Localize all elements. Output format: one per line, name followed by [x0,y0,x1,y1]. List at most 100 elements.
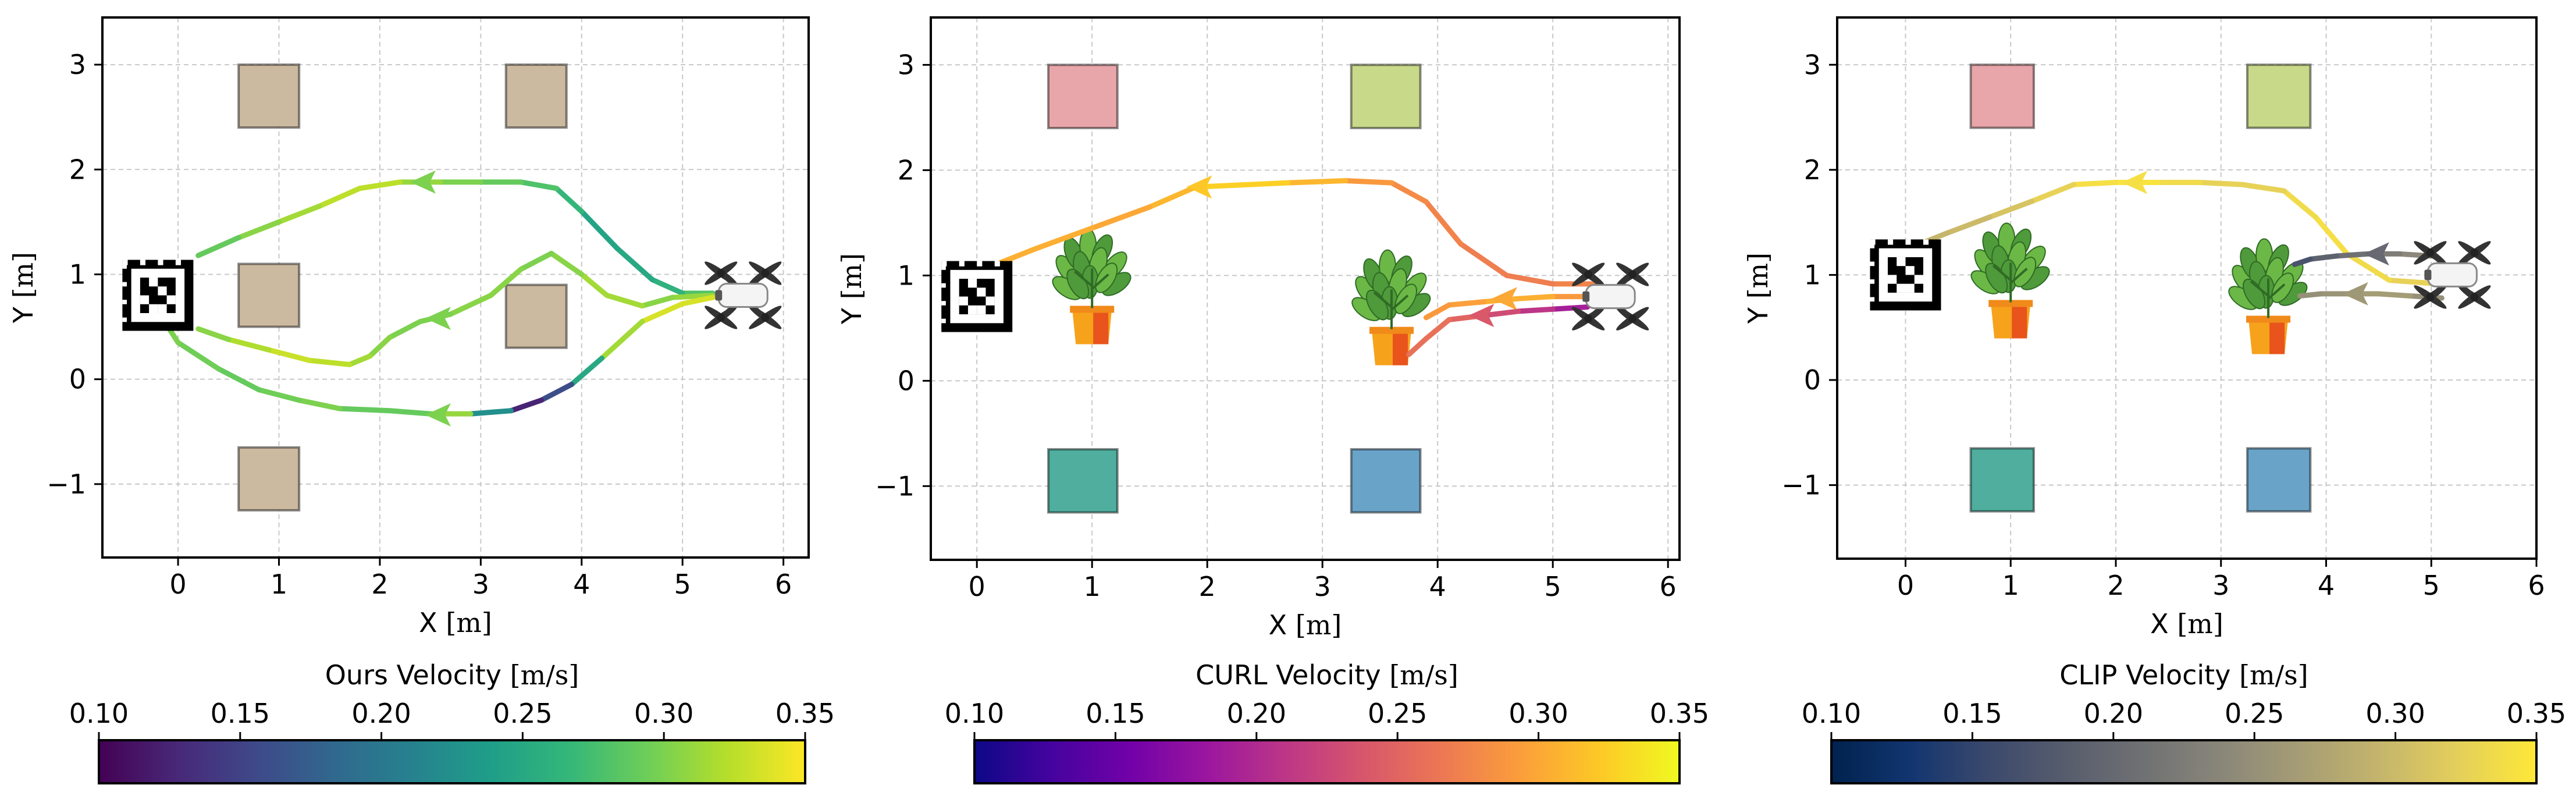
obstacle-box [504,283,568,349]
trajectory-segment [579,271,610,299]
aruco-marker [122,260,194,331]
direction-arrow [425,307,451,331]
trajectory-segment [679,294,716,307]
grid [1837,17,2537,559]
trajectory-segment [215,366,262,393]
trajectory-segment [604,293,645,309]
trajectory-segment [508,397,544,414]
colorbar-tick-label: 0.15 [1086,698,1145,729]
x-axis-label: X [m] [419,607,492,638]
y-tick-label: 3 [69,49,86,80]
trajectory-segment [518,250,554,272]
potted-plant-icon [1052,228,1132,345]
trajectory-segment [518,179,559,191]
x-tick-label: 6 [1660,571,1677,602]
plot-frame [1836,16,2538,560]
trajectory-segment [256,387,302,403]
y-axis-label: Y [m] [836,253,867,325]
obstacle-box [1969,63,2036,129]
x-tick-label: 3 [1314,571,1331,602]
trajectory-segment [367,335,393,359]
trajectory-segment [236,219,282,240]
ticks: 0 1 2 3 4 5 6 −1 0 1 2 3 [1781,49,2545,601]
obstacles [1047,63,1422,514]
x-axis-label: X [m] [1269,609,1342,641]
panel-2: 0 1 2 3 4 5 6 −1 0 1 2 3 X [m] Y [m] CURL Velocity … [836,16,1709,784]
trajectory-segment [639,294,675,309]
x-tick-label: 0 [1897,570,1914,601]
trajectory-segment [316,186,362,209]
trajectory-segment [579,208,620,251]
trajectory-segment [1515,294,1556,301]
trajectory-segment [1550,304,1591,312]
trajectory-segment [997,246,1037,266]
obstacles [1969,63,2312,513]
ticks: 0 1 2 3 4 5 6 −1 0 1 2 3 [875,49,1677,602]
x-tick-label: 5 [2423,570,2440,601]
x-tick-label: 4 [1429,571,1446,602]
x-tick-label: 6 [2528,570,2545,601]
trajectory-segment [1423,302,1452,321]
ticks: 0 1 2 3 4 5 6 −1 0 1 2 3 [47,49,792,600]
trajectory-segment [538,382,574,403]
drone-icon [705,261,782,329]
trajectory-segment [1504,272,1556,287]
trajectory-segment [2292,256,2313,267]
x-tick-label: 3 [472,569,489,600]
colorbar-tick-label: 0.25 [1368,698,1427,729]
y-axis-label: Y [m] [8,252,39,324]
y-tick-label: −1 [875,470,915,502]
colorbar-tick-label: 0.20 [2084,698,2143,729]
y-tick-label: 2 [898,154,915,186]
colorbar-tick-label: 0.30 [2365,698,2425,729]
colorbar-tick-label: 0.10 [1802,698,1861,729]
x-tick-label: 6 [775,569,792,600]
obstacle-box [1969,447,2036,513]
trajectory-segment [1423,199,1464,247]
obstacles [237,63,568,512]
obstacle-box [2246,447,2312,513]
drone-icon [1572,262,1649,331]
trajectory-segment [276,203,322,225]
direction-arrow [1492,287,1517,311]
trajectory-segment [387,319,423,340]
grid [102,17,809,557]
y-axis-label: Y [m] [1742,253,1774,324]
x-tick-label: 0 [169,569,186,600]
direction-arrow [410,170,436,194]
trajectory-segment [1239,180,1291,188]
y-tick-label: −1 [1781,470,1821,501]
colorbar-label: CURL Velocity [m/s] [1196,659,1458,691]
trajectory-segment [1515,306,1556,314]
trajectory-segment [1446,299,1486,308]
trajectory-segment [2344,251,2392,283]
y-tick-label: 2 [1804,154,1821,186]
plants [1970,222,2308,354]
y-tick-label: 3 [1804,49,1821,80]
direction-arrow [2342,282,2368,306]
trajectory-segment [357,179,403,191]
direction-arrow [1468,304,1495,328]
colorbar-tick-label: 0.20 [1227,698,1286,729]
trajectory-segment [639,301,685,325]
potted-plant-icon [1970,222,2050,339]
x-tick-label: 5 [674,569,691,600]
trajectories [997,175,1602,357]
direction-arrow [2122,171,2148,194]
colorbar-tick-label: 0.25 [2225,698,2284,729]
trajectory-segment [1458,241,1510,278]
trajectory-segment [307,357,353,367]
x-tick-label: 5 [1545,571,1561,602]
trajectory-segment [2281,188,2318,220]
trajectory-segment [468,408,514,417]
trajectory-segment [1285,178,1349,186]
obstacle-box [1047,63,1119,130]
trajectory-segment [599,319,645,361]
y-tick-label: 1 [69,258,86,290]
x-tick-label: 4 [573,569,590,600]
colorbar-tick-label: 0.35 [2507,698,2566,729]
colorbar-tick-label: 0.20 [351,698,411,729]
trajectory-segment [1031,225,1095,252]
trajectory-segment [195,326,232,342]
y-tick-label: 1 [898,260,915,291]
